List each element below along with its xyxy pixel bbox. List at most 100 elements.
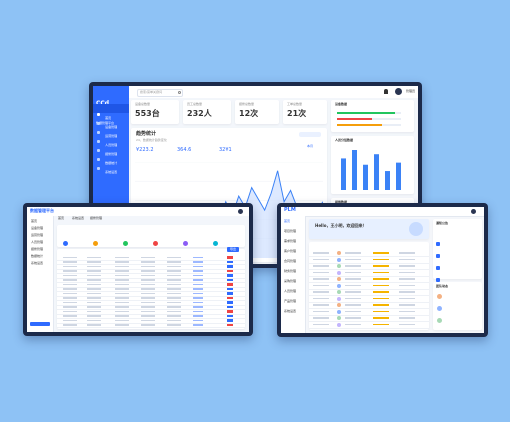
table-row[interactable]	[57, 300, 245, 306]
right-nav-item[interactable]: 系统设置	[284, 309, 297, 313]
repair-data-title: 报修数据	[335, 200, 348, 204]
right-nav-item[interactable]: 产品管理	[284, 299, 297, 303]
table-row[interactable]	[57, 296, 245, 301]
table-row[interactable]	[309, 289, 429, 296]
notice-item[interactable]	[436, 243, 478, 258]
table-cell	[87, 297, 101, 299]
mini-value-0: ¥223.2	[136, 147, 154, 153]
table-row[interactable]	[309, 302, 429, 309]
main-nav-label: 人员管理	[105, 143, 118, 147]
left-nav-item[interactable]: 报修管理	[31, 247, 44, 251]
trend-tab[interactable]: 本月	[299, 132, 321, 148]
main-nav-item-3[interactable]: 人员管理	[93, 131, 129, 147]
table-row[interactable]	[57, 269, 245, 274]
main-nav-item-6[interactable]: 系统设置	[93, 158, 129, 174]
left-nav-item[interactable]: 数据统计	[31, 254, 44, 258]
table-row[interactable]	[309, 257, 429, 264]
left-nav-item[interactable]: 首页	[31, 219, 38, 223]
notice-item[interactable]	[436, 255, 478, 270]
main-nav-item-1[interactable]: 设备管理	[93, 113, 129, 129]
table-row[interactable]	[57, 287, 245, 292]
avatar[interactable]	[395, 88, 402, 95]
status-badge	[227, 256, 233, 259]
table-cell	[373, 278, 389, 280]
table-row[interactable]	[57, 309, 245, 315]
stat-card-3: 工单总数量 21次	[283, 100, 327, 124]
stat-card-2: 报修总数量 12次	[235, 100, 279, 124]
table-row[interactable]	[57, 260, 245, 265]
table-row[interactable]	[57, 305, 245, 310]
table-cell	[87, 256, 101, 258]
right-nav-item[interactable]: 财务管理	[284, 269, 297, 273]
table-row[interactable]	[57, 318, 245, 324]
table-row[interactable]	[309, 270, 429, 277]
right-nav-item[interactable]: 人员管理	[284, 289, 297, 293]
right-nav-item[interactable]: 需求管理	[284, 239, 297, 243]
table-row[interactable]	[309, 283, 429, 290]
table-cell	[345, 284, 361, 286]
notice-item[interactable]	[436, 231, 478, 246]
table-row[interactable]	[309, 315, 429, 322]
right-nav-item[interactable]: 客户管理	[284, 249, 297, 253]
table-row[interactable]	[309, 309, 429, 316]
status-badge	[227, 301, 233, 304]
table-row[interactable]	[57, 255, 245, 261]
left-sidebar-active[interactable]	[30, 322, 50, 326]
table-cell	[345, 291, 361, 293]
table-row[interactable]	[57, 323, 245, 328]
progress-bar	[337, 112, 401, 114]
left-tab[interactable]: 首页	[58, 216, 65, 220]
main-nav-label: 系统设置	[105, 170, 118, 174]
stat-label: 工单总数量	[287, 102, 303, 106]
avatar[interactable]	[471, 209, 476, 214]
notice-item[interactable]	[436, 267, 478, 282]
avatar[interactable]	[238, 209, 243, 214]
left-tab[interactable]: 报修管理	[90, 216, 103, 220]
left-nav-item[interactable]: 人员管理	[31, 240, 44, 244]
table-cell	[167, 283, 181, 285]
table-row[interactable]	[57, 314, 245, 319]
main-nav-item-0[interactable]: 首页	[93, 104, 129, 120]
table-cell	[115, 310, 129, 312]
avatar	[337, 296, 341, 301]
trend-tab-label: 本月	[306, 144, 313, 148]
table-row[interactable]	[57, 291, 245, 297]
table-cell	[63, 301, 77, 303]
table-cell	[141, 310, 155, 312]
right-nav-item[interactable]: 合同管理	[284, 259, 297, 263]
status-badge	[227, 260, 233, 263]
main-nav-item-2[interactable]: 运营管理	[93, 122, 129, 138]
table-row[interactable]	[57, 273, 245, 279]
table-row[interactable]	[309, 322, 429, 329]
table-cell	[87, 261, 101, 263]
main-nav-item-4[interactable]: 报修管理	[93, 140, 129, 156]
right-nav-item[interactable]: 首页	[284, 219, 291, 223]
table-row[interactable]	[309, 250, 429, 257]
table-row[interactable]	[57, 282, 245, 288]
group-bar-chart	[341, 150, 401, 190]
right-nav-item[interactable]: 项目管理	[284, 229, 297, 233]
table-row[interactable]	[309, 263, 429, 270]
left-export-button[interactable]: 导出	[227, 247, 239, 252]
table-cell	[115, 297, 129, 299]
left-nav-item[interactable]: 运营管理	[31, 233, 44, 237]
table-cell	[345, 304, 361, 306]
right-nav-item[interactable]: 采购管理	[284, 279, 297, 283]
table-row[interactable]	[57, 264, 245, 270]
table-cell	[193, 265, 203, 267]
table-row[interactable]	[309, 296, 429, 303]
main-nav-item-5[interactable]: 数据统计	[93, 149, 129, 165]
table-cell	[141, 301, 155, 303]
bell-icon[interactable]	[384, 89, 388, 94]
table-cell	[345, 278, 361, 280]
left-tab[interactable]: 系统设置	[72, 216, 85, 220]
left-nav-item[interactable]: 设备管理	[31, 226, 44, 230]
table-cell	[167, 279, 181, 281]
table-row[interactable]	[309, 276, 429, 283]
table-cell	[87, 274, 101, 276]
table-row[interactable]	[57, 278, 245, 283]
main-nav-label: 运营管理	[105, 134, 118, 138]
table-cell	[115, 324, 129, 326]
main-search[interactable]: 搜索/菜单关键词	[137, 89, 183, 97]
left-nav-item[interactable]: 系统设置	[31, 261, 44, 265]
